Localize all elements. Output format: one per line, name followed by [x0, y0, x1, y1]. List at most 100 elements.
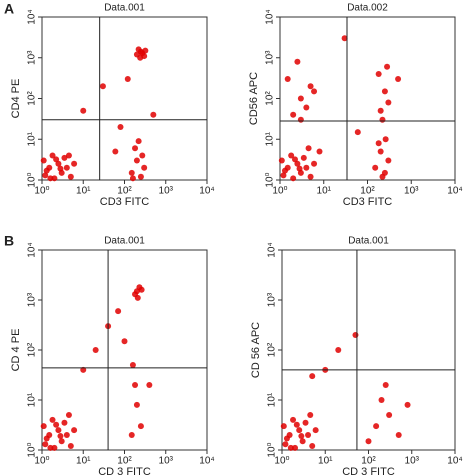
dot: [65, 152, 72, 159]
dot: [303, 104, 310, 111]
x-tick-label: 10¹: [317, 186, 332, 197]
x-tick-label: 10⁴: [199, 456, 214, 467]
dot: [395, 76, 402, 83]
dot: [42, 172, 49, 179]
dot: [377, 148, 384, 155]
dot: [117, 123, 124, 130]
dot: [341, 35, 348, 42]
dot: [80, 107, 87, 114]
dot: [133, 157, 140, 164]
dot: [134, 294, 141, 301]
y-axis-label: CD 4 PE: [10, 329, 22, 372]
dot: [282, 441, 289, 448]
dot: [280, 423, 287, 430]
dot: [385, 99, 392, 106]
dot: [49, 416, 56, 423]
dot: [57, 433, 64, 440]
y-axis-label: CD4 PE: [10, 79, 22, 119]
dot: [297, 116, 304, 123]
dot: [278, 157, 285, 164]
y-tick-label: 10⁴: [27, 9, 38, 24]
dot: [71, 427, 78, 434]
dot: [135, 46, 142, 53]
dot: [382, 136, 389, 143]
dot: [129, 362, 136, 369]
y-tick-label: 10¹: [267, 392, 278, 407]
dot: [305, 145, 312, 152]
x-tick-label: 10²: [361, 456, 376, 467]
x-tick-label: 10²: [360, 186, 375, 197]
dot: [377, 107, 384, 114]
y-tick-label: 10⁰: [27, 442, 38, 457]
dot: [293, 421, 300, 428]
dot: [299, 438, 306, 445]
dot: [280, 172, 287, 179]
dot: [307, 412, 314, 419]
dot: [335, 347, 342, 353]
x-tick-label: 10⁴: [199, 186, 214, 197]
y-tick-label: 10³: [27, 292, 38, 307]
dot: [302, 419, 309, 426]
dot: [290, 175, 297, 182]
plot-frame: [279, 16, 456, 181]
dot: [138, 286, 145, 293]
dot: [297, 95, 304, 102]
y-tick-label: 10²: [267, 342, 278, 357]
dot: [379, 116, 386, 123]
x-tick-label: 10²: [117, 186, 132, 197]
y-tick-label: 10³: [265, 50, 276, 65]
dot: [354, 129, 361, 136]
dot: [65, 412, 72, 419]
dot: [58, 438, 65, 445]
dot: [132, 145, 139, 152]
chart-title: Data.001: [104, 236, 145, 247]
dot: [312, 427, 319, 434]
dot: [296, 427, 303, 434]
dot: [305, 431, 312, 438]
dot: [112, 148, 119, 155]
dot: [43, 167, 50, 174]
dot: [296, 165, 303, 172]
dot: [132, 381, 139, 388]
y-tick-label: 10²: [27, 342, 38, 357]
y-tick-label: 10¹: [27, 131, 38, 146]
dot: [53, 421, 60, 428]
dot: [365, 438, 372, 445]
x-axis-label: CD3 FITC: [100, 196, 150, 208]
x-tick-label: 10⁰: [274, 456, 289, 467]
dot: [67, 173, 74, 180]
dot: [385, 157, 392, 164]
y-tick-label: 10¹: [27, 392, 38, 407]
x-tick-label: 10³: [159, 456, 174, 467]
dot: [129, 175, 136, 182]
dot: [128, 431, 135, 438]
dot: [141, 164, 148, 171]
y-tick-label: 10²: [27, 91, 38, 106]
dot: [92, 347, 99, 353]
dot: [386, 412, 393, 419]
dot: [99, 83, 106, 90]
y-tick-label: 10⁰: [27, 172, 38, 187]
dot: [53, 156, 60, 163]
dot: [375, 70, 382, 77]
y-axis-label: CD 56 APC: [250, 322, 262, 378]
dot: [63, 431, 70, 438]
dot: [303, 164, 310, 171]
dot: [300, 154, 307, 161]
dot: [373, 423, 380, 430]
x-tick-label: 10⁰: [272, 186, 287, 197]
y-axis-label: CD56 APC: [248, 72, 260, 125]
x-tick-label: 10⁰: [34, 456, 49, 467]
dot: [137, 423, 144, 430]
panel-label: A: [4, 1, 14, 17]
dot: [309, 373, 316, 380]
dot: [379, 173, 386, 180]
dot: [372, 164, 379, 171]
y-tick-label: 10³: [27, 50, 38, 65]
dot: [137, 54, 144, 61]
dot: [135, 138, 142, 145]
dot: [375, 140, 382, 147]
dot: [142, 47, 149, 54]
dot: [67, 443, 74, 450]
y-tick-label: 10⁴: [265, 9, 276, 24]
